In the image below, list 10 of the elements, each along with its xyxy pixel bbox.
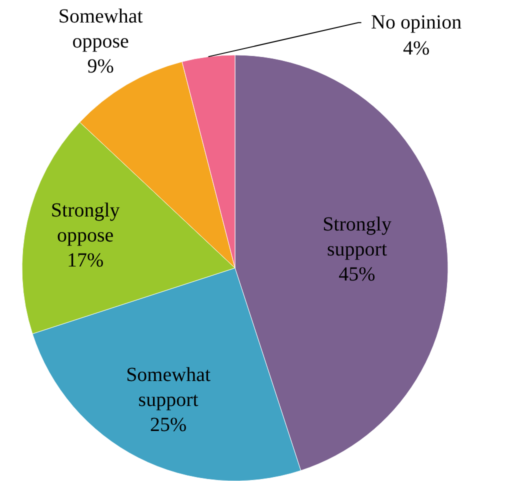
data-label: 4%	[402, 38, 430, 60]
slice-label: Strongly oppose	[50, 200, 120, 247]
slice-label: Somewhat oppose	[58, 6, 144, 53]
slice-label: Somewhat support	[126, 364, 211, 411]
slice-label: Strongly support	[322, 214, 392, 261]
data-label: 9%	[87, 56, 114, 78]
data-label: 45%	[338, 264, 376, 286]
data-label: 17%	[66, 250, 104, 272]
slice-label: No opinion	[371, 12, 462, 34]
data-label: 25%	[150, 414, 187, 436]
